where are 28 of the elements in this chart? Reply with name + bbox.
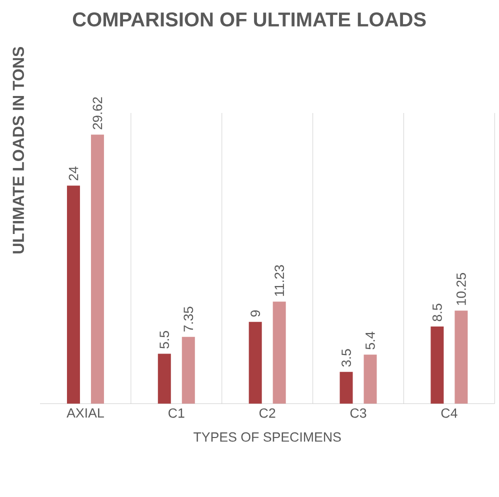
data-label: 9 bbox=[250, 310, 260, 317]
bar bbox=[66, 186, 80, 404]
data-label: 10.25 bbox=[456, 273, 466, 305]
bar bbox=[248, 322, 262, 404]
data-label: 29.62 bbox=[92, 97, 102, 130]
data-label: 24 bbox=[68, 166, 78, 180]
bar bbox=[158, 354, 171, 404]
x-tick-label: C2 bbox=[259, 408, 276, 418]
data-label: 7.35 bbox=[184, 306, 194, 332]
data-label: 5.4 bbox=[366, 332, 375, 350]
x-tick-label: C4 bbox=[441, 408, 458, 418]
data-label: 11.23 bbox=[274, 265, 284, 296]
y-axis-title: ULTIMATE LOADS IN TONS bbox=[12, 46, 24, 254]
bar bbox=[340, 372, 353, 404]
bar bbox=[90, 134, 104, 404]
bar bbox=[272, 302, 286, 404]
x-axis-title: TYPES OF SPECIMENS bbox=[194, 432, 341, 442]
bar bbox=[430, 326, 444, 404]
x-tick-label: C1 bbox=[168, 408, 184, 418]
x-tick-label: C3 bbox=[350, 408, 366, 418]
x-tick-label: AXIAL bbox=[66, 408, 104, 418]
chart-title: COMPARISION OF ULTIMATE LOADS bbox=[72, 12, 426, 27]
data-label: 8.5 bbox=[432, 304, 442, 322]
bar bbox=[454, 310, 468, 404]
data-label: 5.5 bbox=[160, 331, 170, 348]
bar bbox=[364, 354, 377, 404]
data-label: 3.5 bbox=[342, 349, 351, 367]
bar bbox=[182, 336, 195, 404]
